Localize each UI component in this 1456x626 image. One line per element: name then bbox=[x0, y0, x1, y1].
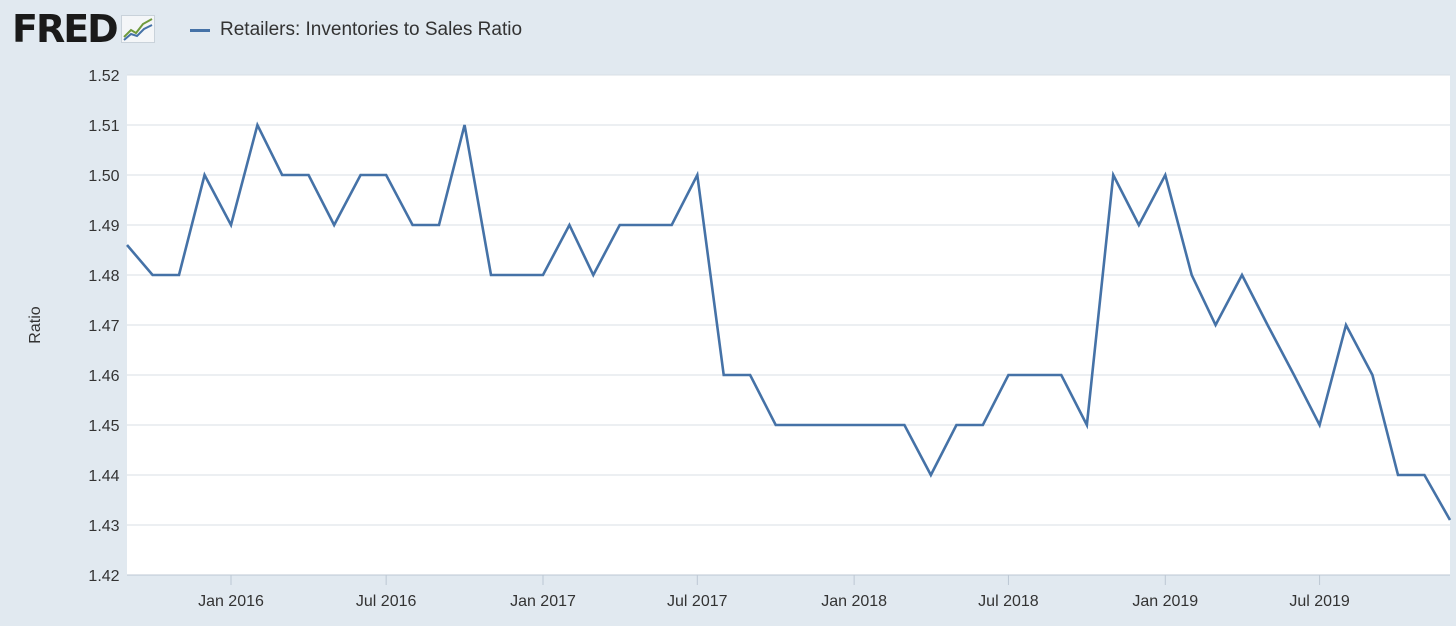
x-tick-label: Jan 2019 bbox=[1132, 593, 1198, 610]
x-tick-label: Jan 2016 bbox=[198, 593, 264, 610]
y-tick-label: 1.52 bbox=[88, 68, 119, 85]
y-tick-label: 1.51 bbox=[88, 118, 119, 135]
y-tick-label: 1.45 bbox=[88, 418, 119, 435]
y-axis: 1.42 1.43 1.44 1.45 1.46 1.47 1.48 1.49 1.50 1.51… bbox=[88, 68, 119, 585]
series-line bbox=[126, 121, 1452, 521]
y-tick-label: 1.42 bbox=[88, 568, 119, 585]
y-tick-label: 1.44 bbox=[88, 468, 119, 485]
x-tick-label: Jan 2018 bbox=[821, 593, 887, 610]
y-tick-label: 1.47 bbox=[88, 318, 119, 335]
y-axis-title: Ratio bbox=[27, 306, 44, 343]
x-tick-label: Jan 2017 bbox=[510, 593, 576, 610]
x-tick-label: Jul 2019 bbox=[1289, 593, 1350, 610]
y-tick-label: 1.48 bbox=[88, 268, 119, 285]
x-tick-label: Jul 2016 bbox=[356, 593, 417, 610]
legend-swatch bbox=[190, 28, 210, 32]
y-tick-label: 1.43 bbox=[88, 518, 119, 535]
chart-legend: Retailers: Inventories to Sales Ratio bbox=[190, 16, 522, 44]
y-tick-label: 1.46 bbox=[88, 368, 119, 385]
fred-logo-text: FRED bbox=[12, 7, 119, 51]
fred-logo[interactable]: FRED bbox=[12, 9, 155, 49]
x-tick-label: Jul 2018 bbox=[978, 593, 1039, 610]
x-tick-label: Jul 2017 bbox=[667, 593, 728, 610]
y-tick-label: 1.49 bbox=[88, 218, 119, 235]
y-tick-label: 1.50 bbox=[88, 168, 119, 185]
series-group bbox=[126, 121, 1452, 521]
line-chart-icon bbox=[120, 15, 155, 43]
grid-lines bbox=[127, 74, 1450, 576]
x-axis: Jan 2016 Jul 2016 Jan 2017 Jul 2017 Jan 2018… bbox=[127, 574, 1450, 610]
chart-header: FRED Retailers: Inventories to Sales Rat… bbox=[0, 0, 1456, 62]
legend-label: Retailers: Inventories to Sales Ratio bbox=[220, 19, 523, 40]
